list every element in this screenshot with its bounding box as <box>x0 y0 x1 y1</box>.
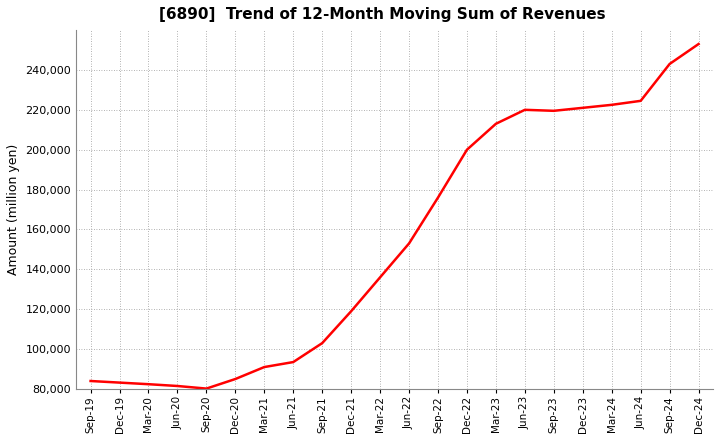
Y-axis label: Amount (million yen): Amount (million yen) <box>7 144 20 275</box>
Text: [6890]  Trend of 12-Month Moving Sum of Revenues: [6890] Trend of 12-Month Moving Sum of R… <box>159 7 606 22</box>
